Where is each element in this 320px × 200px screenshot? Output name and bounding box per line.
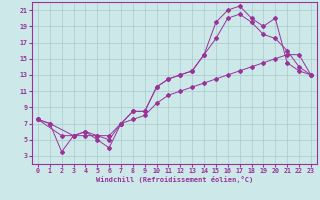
X-axis label: Windchill (Refroidissement éolien,°C): Windchill (Refroidissement éolien,°C) bbox=[96, 176, 253, 183]
